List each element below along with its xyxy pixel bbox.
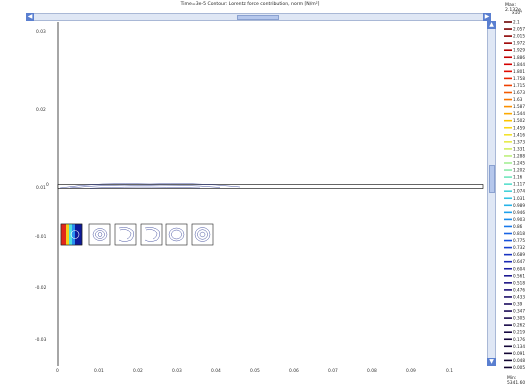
contour-line [89, 186, 201, 189]
coil-block-5 [165, 223, 188, 246]
legend-value-label: 0.561 [513, 273, 525, 278]
y-tick-label: -0.01 [35, 235, 47, 240]
x-tick-label: 0 [56, 369, 59, 374]
coil-block-3 [114, 223, 137, 246]
y-tick-label: 0.02 [36, 108, 46, 113]
legend-value-label: 0.176 [513, 337, 525, 342]
legend-value-label: 2.015 [513, 34, 525, 39]
y-tick-label: 0.01 [36, 186, 46, 191]
x-tick-label: 0.02 [133, 369, 143, 374]
y-tick-label: -0.03 [35, 338, 47, 343]
plot-canvas[interactable] [0, 21, 487, 366]
scroll-up-button[interactable]: ▲ [487, 21, 496, 29]
legend-value-label: 0.604 [513, 266, 525, 271]
scroll-right-button[interactable]: ▶ [483, 13, 491, 21]
legend-value-label: 1.972 [513, 41, 525, 46]
vertical-scroll-thumb[interactable] [489, 165, 495, 193]
legend-value-label: 2.057 [513, 27, 525, 32]
scroll-down-button[interactable]: ▼ [487, 358, 496, 366]
legend-value-label: 0.476 [513, 287, 525, 292]
coil-block-4 [140, 223, 163, 246]
legend-value-label: 1.245 [513, 161, 525, 166]
legend-value-label: 1.416 [513, 132, 525, 137]
contour-line [69, 184, 221, 189]
coil-block-1 [60, 223, 83, 246]
legend-value-label: 0.305 [513, 316, 525, 321]
strip-domain [57, 184, 484, 189]
horizontal-scroll-thumb[interactable] [237, 15, 279, 20]
legend-value-label: 1.544 [513, 111, 525, 116]
legend-value-label: 0.219 [513, 330, 525, 335]
legend-value-label: 0.689 [513, 252, 525, 257]
legend-max-label: Max: 2.132e [505, 3, 521, 13]
y-tick-label: -0.02 [35, 286, 47, 291]
coil-block-2 [88, 223, 111, 246]
scroll-left-button[interactable]: ◀ [26, 13, 34, 21]
window-title: Time=3e-5 Contour: Lorentz force contrib… [180, 2, 320, 7]
legend-value-label: 0.647 [513, 259, 525, 264]
x-tick-label: 0.04 [211, 369, 221, 374]
legend-value-label: 1.715 [513, 83, 525, 88]
legend-value-label: 1.373 [513, 139, 525, 144]
legend-value-label: 1.074 [513, 189, 525, 194]
coil-block-6 [191, 223, 214, 246]
legend-value-label: 1.587 [513, 104, 525, 109]
legend-value-label: 0.048 [513, 358, 525, 363]
legend-value-label: 0.518 [513, 280, 525, 285]
legend-value-label: 1.673 [513, 90, 525, 95]
legend-value-label: 0.134 [513, 344, 525, 349]
legend-value-label: 0.86 [513, 224, 523, 229]
legend-value-label: 1.031 [513, 196, 525, 201]
legend-value-label: 1.929 [513, 48, 525, 53]
legend-min-label: Min: 5341.60 [507, 376, 526, 386]
x-tick-label: 0.1 [446, 369, 453, 374]
vertical-scrollbar[interactable]: ▲ ▼ [487, 21, 496, 366]
legend-value-label: 0.818 [513, 231, 525, 236]
legend-value-label: 1.63 [513, 97, 523, 102]
x-tick-label: 0.01 [94, 369, 104, 374]
legend-value-label: 0.091 [513, 351, 525, 356]
legend-value-label: 1.117 [513, 182, 525, 187]
legend-value-label: 0.39 [513, 302, 523, 307]
legend-value-label: 0.347 [513, 309, 525, 314]
legend-value-label: 1.202 [513, 168, 525, 173]
legend-value-label: 0.005 [513, 365, 525, 370]
horizontal-scrollbar[interactable]: ◀ ▶ [26, 13, 491, 21]
x-tick-label: 0.06 [289, 369, 299, 374]
legend-value-label: 1.288 [513, 153, 525, 158]
legend-value-label: 1.331 [513, 146, 525, 151]
legend-value-label: 0.903 [513, 217, 525, 222]
y-tick-label: 0 [46, 183, 49, 188]
legend-value-label: 0.989 [513, 203, 525, 208]
legend-value-label: 1.758 [513, 76, 525, 81]
legend-value-label: 1.844 [513, 62, 525, 67]
color-legend: 2.1 2.057 2.015 1.972 1.929 1.886 1.844 1.801 1.… [504, 20, 525, 370]
legend-value-label: 0.946 [513, 210, 525, 215]
x-tick-label: 0.09 [406, 369, 416, 374]
legend-value-label: 0.262 [513, 323, 525, 328]
legend-value-label: 0.775 [513, 238, 525, 243]
contour-line [59, 183, 241, 189]
x-tick-label: 0.08 [367, 369, 377, 374]
legend-value-label: 1.801 [513, 69, 525, 74]
legend-value-label: 0.732 [513, 245, 525, 250]
x-tick-label: 0.07 [328, 369, 338, 374]
x-tick-label: 0.05 [250, 369, 260, 374]
legend-value-label: 2.1 [513, 20, 520, 25]
legend-value-label: 1.502 [513, 118, 525, 123]
legend-value-label: 0.433 [513, 294, 525, 299]
legend-value-label: 1.459 [513, 125, 525, 130]
legend-value-label: 1.886 [513, 55, 525, 60]
y-tick-label: 0.03 [36, 30, 46, 35]
legend-unit-label: x10⁴ [512, 11, 522, 16]
legend-value-label: 1.16 [513, 175, 523, 180]
x-tick-label: 0.03 [172, 369, 182, 374]
